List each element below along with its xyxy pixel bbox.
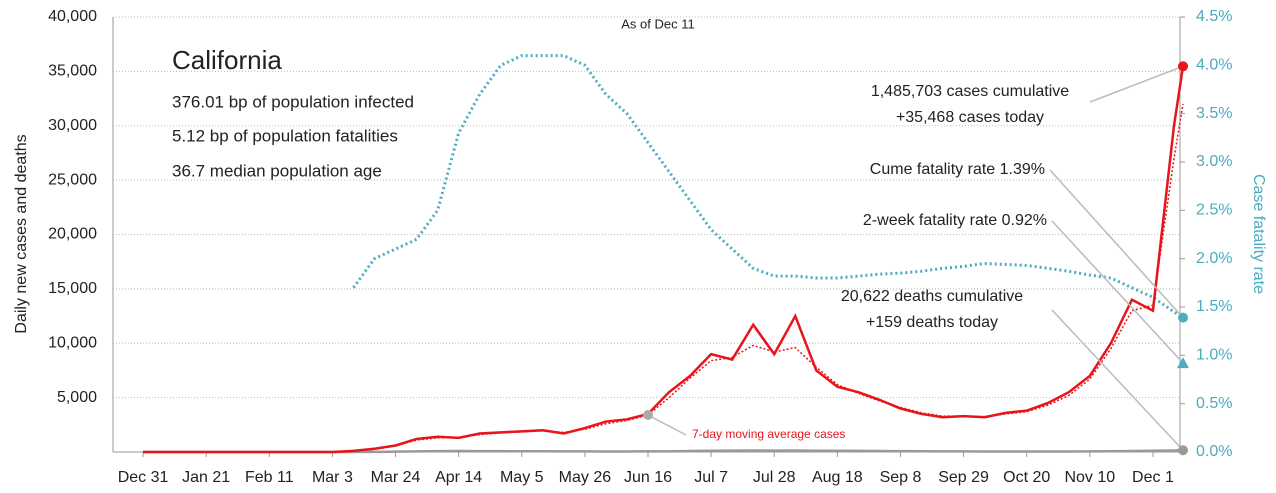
x-tick-label: Sep 8 xyxy=(880,469,922,486)
leader-line xyxy=(1049,169,1184,319)
annotation: 2-week fatality rate 0.92% xyxy=(863,212,1047,229)
x-tick-label: Oct 20 xyxy=(1003,469,1050,486)
leader-line xyxy=(1051,220,1184,364)
y2-tick-label: 3.0% xyxy=(1196,153,1232,170)
leader-line xyxy=(1051,309,1184,451)
annotation: 1,485,703 cases cumulative xyxy=(871,83,1069,100)
x-tick-label: Dec 1 xyxy=(1132,469,1174,486)
y-tick-label: 30,000 xyxy=(48,117,97,134)
x-tick-label: Mar 24 xyxy=(371,469,421,486)
y2-tick-label: 2.0% xyxy=(1196,250,1232,267)
x-tick-label: Dec 31 xyxy=(118,469,169,486)
x-tick-label: Aug 18 xyxy=(812,469,863,486)
x-tick-label: Mar 3 xyxy=(312,469,353,486)
annotation: +159 deaths today xyxy=(866,314,998,331)
x-tick-label: Nov 10 xyxy=(1064,469,1115,486)
y-tick-label: 35,000 xyxy=(48,63,97,80)
y2-tick-label: 0.5% xyxy=(1196,395,1232,412)
y2-tick-label: 3.5% xyxy=(1196,105,1232,122)
series-line xyxy=(143,66,1185,454)
x-tick-label: May 5 xyxy=(500,469,544,486)
end-marker xyxy=(1178,312,1189,323)
annotation-point xyxy=(643,410,654,421)
y-tick-label: 25,000 xyxy=(48,171,97,188)
y2-axis-title: Case fatality rate xyxy=(1250,174,1267,294)
x-tick-label: Jul 7 xyxy=(694,469,728,486)
x-tick-label: Feb 11 xyxy=(245,469,294,486)
y2-tick-label: 4.5% xyxy=(1196,8,1232,25)
y-tick-label: 5,000 xyxy=(57,389,97,406)
x-tick-label: May 26 xyxy=(559,469,612,486)
series-line xyxy=(352,54,1184,319)
x-tick-label: Jul 28 xyxy=(753,469,796,486)
leader-line xyxy=(647,414,687,436)
x-tick-label: Jan 21 xyxy=(182,469,230,486)
info-line: 5.12 bp of population fatalities xyxy=(172,126,398,145)
y-tick-label: 40,000 xyxy=(48,8,97,25)
y2-tick-label: 1.5% xyxy=(1196,298,1232,315)
annotation: 20,622 deaths cumulative xyxy=(841,288,1023,305)
leader-line xyxy=(1089,65,1184,103)
annotation: +35,468 cases today xyxy=(896,109,1044,126)
y2-tick-label: 2.5% xyxy=(1196,202,1232,219)
note: As of Dec 11 xyxy=(621,16,694,31)
y-axis-title: Daily new cases and deaths xyxy=(13,134,30,333)
annotation: Cume fatality rate 1.39% xyxy=(870,161,1045,178)
annotation: 7-day moving average cases xyxy=(692,427,845,441)
info-line: 36.7 median population age xyxy=(172,161,382,180)
y2-tick-label: 4.0% xyxy=(1196,57,1232,74)
y2-tick-label: 1.0% xyxy=(1196,347,1232,364)
y-tick-label: 10,000 xyxy=(48,334,97,351)
x-tick-label: Apr 14 xyxy=(435,469,482,486)
y2-tick-label: 0.0% xyxy=(1196,443,1232,460)
triangle-marker xyxy=(1177,357,1190,369)
chart-title: California xyxy=(172,45,282,75)
x-tick-label: Jun 16 xyxy=(624,469,672,486)
info-line: 376.01 bp of population infected xyxy=(172,92,414,111)
end-marker xyxy=(1178,61,1189,72)
end-marker xyxy=(1178,445,1189,456)
x-tick-label: Sep 29 xyxy=(938,469,989,486)
y-tick-label: 20,000 xyxy=(48,226,97,243)
y-tick-label: 15,000 xyxy=(48,280,97,297)
